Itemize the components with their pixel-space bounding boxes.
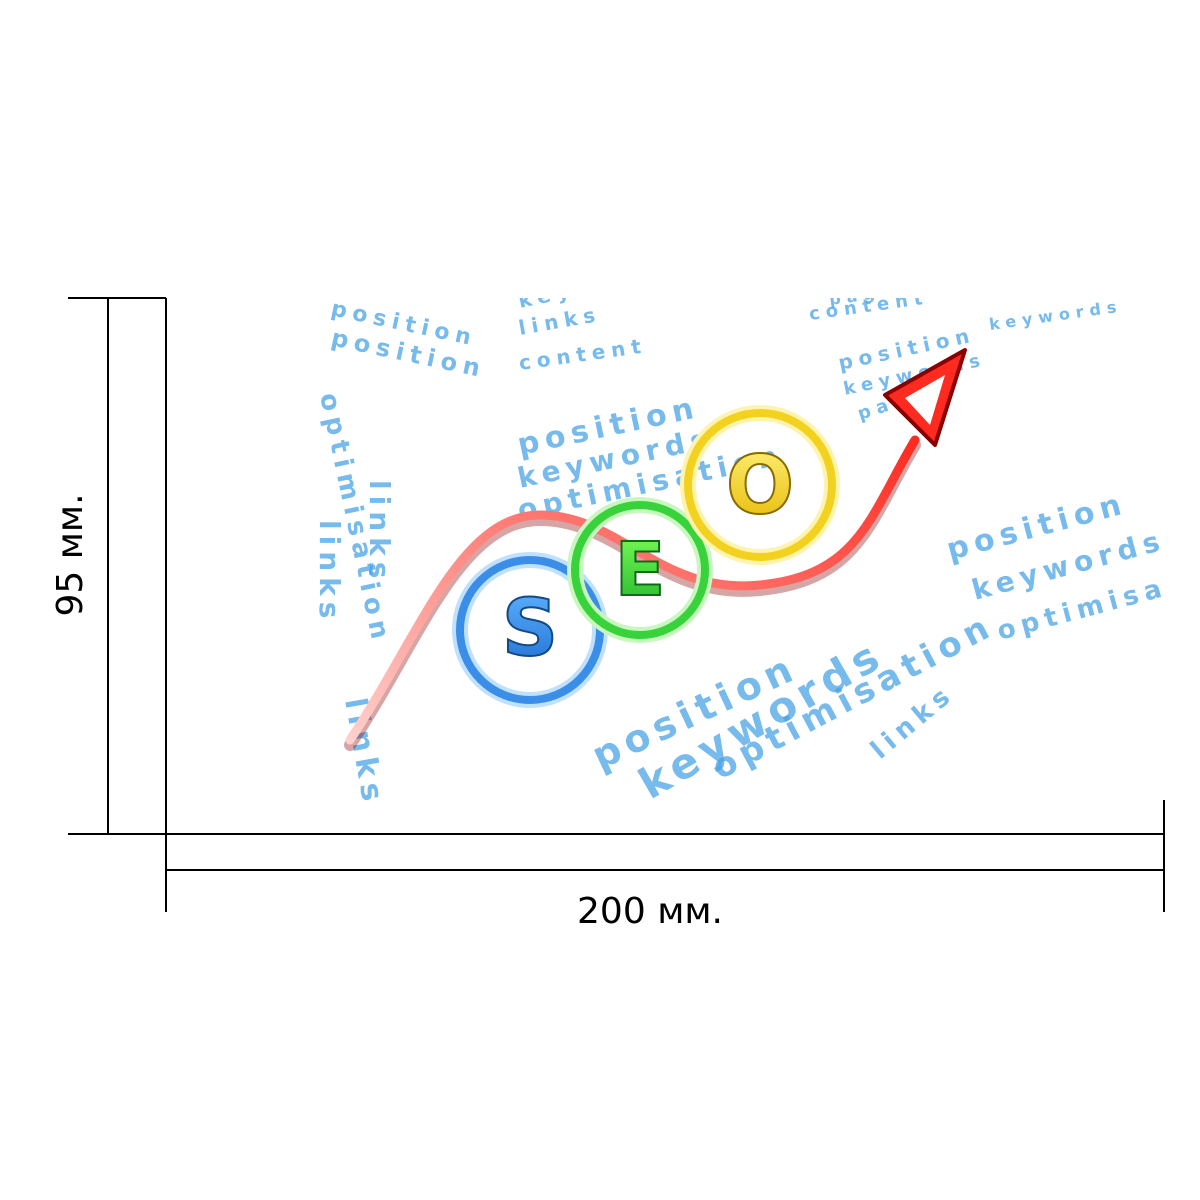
width-dimension: 200 мм.	[165, 800, 1165, 932]
background-keyword: page	[828, 281, 899, 309]
seo-letter-o: O	[726, 439, 794, 532]
height-dimension: 95 мм.	[50, 297, 167, 835]
growth-arrow-icon	[344, 348, 967, 751]
seo-ring-o: O	[680, 405, 840, 565]
seo-letter-e: E	[615, 527, 666, 613]
width-label: 200 мм.	[577, 891, 723, 932]
height-label: 95 мм.	[50, 493, 91, 616]
seo-logo: S E O	[452, 405, 840, 708]
background-keyword: links	[363, 480, 396, 584]
sticker-artwork: positionpositionoptimisationkeywordslink…	[166, 281, 1164, 800]
seo-letter-s: S	[502, 584, 558, 674]
background-keyword: links	[313, 520, 346, 624]
seo-ring-s: S	[452, 552, 608, 708]
seo-ring-e: E	[567, 497, 713, 643]
